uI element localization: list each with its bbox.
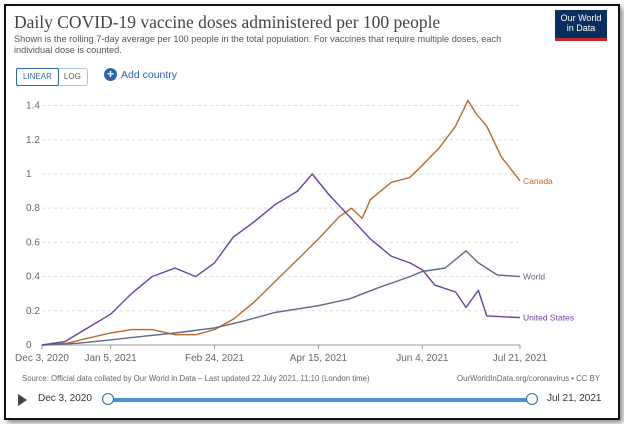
- x-tick-label: Jul 21, 2021: [493, 353, 548, 364]
- play-icon[interactable]: [18, 394, 27, 406]
- plus-circle-icon: +: [104, 68, 117, 81]
- series-labels: Canada World United States: [523, 176, 574, 323]
- x-tick-label: Feb 24, 2021: [185, 353, 244, 364]
- x-tick-label: Apr 15, 2021: [290, 353, 348, 364]
- x-tick-label: Jun 4, 2021: [396, 353, 449, 364]
- y-tick-label: 1: [26, 169, 32, 180]
- logo-line-1: Our World: [560, 13, 602, 23]
- x-axis-ticks: Dec 3, 2020 Jan 5, 2021 Feb 24, 2021 Apr 15…: [15, 345, 548, 364]
- chart-subtitle: Shown is the rolling 7-day average per 1…: [14, 34, 502, 55]
- timeline-start-handle[interactable]: [102, 393, 114, 405]
- series-label-canada: Canada: [523, 176, 553, 186]
- linear-button[interactable]: LINEAR: [16, 68, 59, 86]
- y-axis-ticks: 0 0.2 0.4 0.6 0.8 1 1.2 1.4: [26, 101, 40, 351]
- y-tick-label: 0.8: [26, 203, 40, 214]
- y-tick-label: 1.4: [26, 101, 40, 112]
- scale-toggle: LINEAR LOG: [16, 68, 88, 86]
- owid-logo[interactable]: Our World in Data: [555, 10, 607, 41]
- source-note: Source: Official data collated by Our Wo…: [22, 374, 370, 383]
- log-button[interactable]: LOG: [63, 72, 81, 81]
- series-label-world: World: [523, 272, 545, 282]
- y-tick-label: 0.6: [26, 237, 40, 248]
- x-tick-label: Dec 3, 2020: [15, 353, 69, 364]
- timeline-start-label: Dec 3, 2020: [38, 393, 92, 404]
- timeline-track[interactable]: [107, 398, 531, 402]
- add-country-label: Add country: [121, 68, 178, 81]
- y-tick-label: 0.2: [26, 306, 40, 317]
- timeline-end-handle[interactable]: [526, 393, 538, 405]
- chart-title: Daily COVID-19 vaccine doses administere…: [14, 12, 441, 32]
- timeline: Dec 3, 2020 Jul 21, 2021: [10, 390, 610, 410]
- y-tick-label: 0.4: [26, 272, 40, 283]
- series-line-world: [41, 250, 521, 346]
- timeline-end-label: Jul 21, 2021: [547, 393, 602, 404]
- series-line-united-states: [41, 173, 521, 346]
- credit-link[interactable]: OurWorldInData.org/coronavirus • CC BY: [457, 374, 600, 383]
- x-tick-label: Jan 5, 2021: [84, 353, 137, 364]
- series-label-united-states: United States: [523, 313, 574, 323]
- series-lines: [41, 99, 521, 346]
- series-line-canada: [41, 99, 521, 346]
- grid-lines: [42, 105, 520, 346]
- y-tick-label: 1.2: [26, 135, 40, 146]
- logo-line-2: in Data: [566, 23, 596, 33]
- y-tick-label: 0: [26, 340, 32, 351]
- add-country-button[interactable]: + Add country: [104, 68, 177, 81]
